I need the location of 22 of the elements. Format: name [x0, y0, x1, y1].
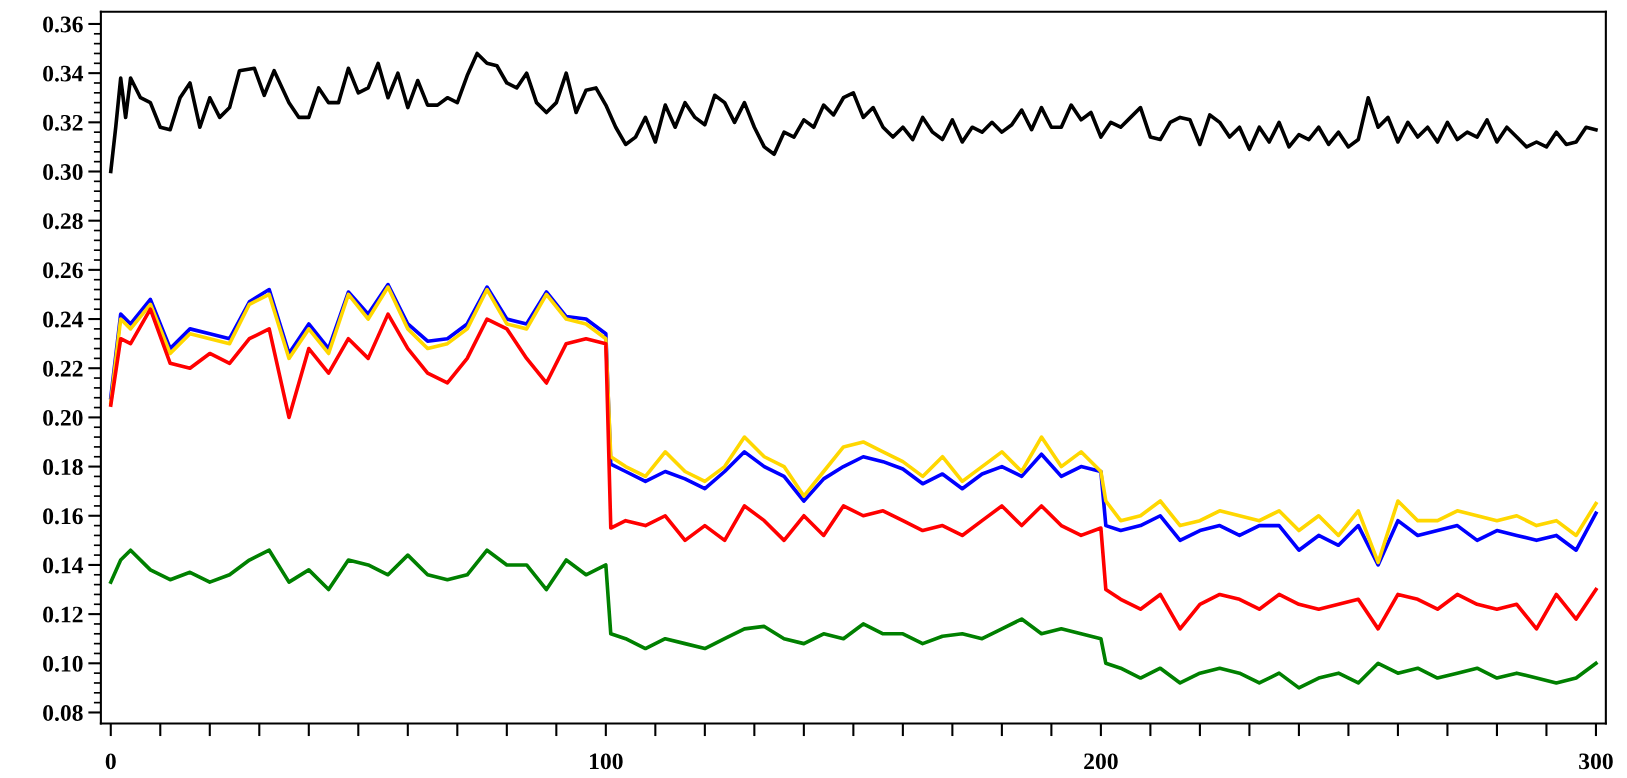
y-tick-label: 0.34: [43, 65, 84, 82]
y-tick-label: 0.28: [43, 213, 83, 230]
x-tick-label: 0: [105, 753, 116, 770]
x-tick-label: 100: [590, 753, 623, 770]
y-tick-label: 0.12: [43, 606, 83, 623]
x-tick-label: 300: [1579, 753, 1613, 770]
y-tick-label: 0.16: [43, 508, 83, 525]
line-series: [108, 548, 1598, 690]
y-tick-label: 0.32: [43, 114, 83, 131]
y-tick-label: 0.08: [43, 704, 83, 721]
y-tick-label: 0.36: [43, 16, 83, 33]
y-tick-label: 0.30: [43, 163, 83, 181]
y-tick-label: 0.20: [43, 409, 83, 426]
y-tick-label: 0.14: [43, 557, 84, 574]
y-tick-label: 0.18: [43, 459, 83, 476]
y-tick-label: 0.24: [43, 311, 84, 328]
y-tick-label: 0.10: [43, 655, 83, 672]
x-tick-label: 200: [1084, 753, 1118, 770]
y-tick-label: 0.26: [43, 262, 83, 279]
line-series: [108, 307, 1598, 631]
y-tick-label: 0.22: [43, 360, 83, 377]
line-series: [108, 51, 1598, 174]
